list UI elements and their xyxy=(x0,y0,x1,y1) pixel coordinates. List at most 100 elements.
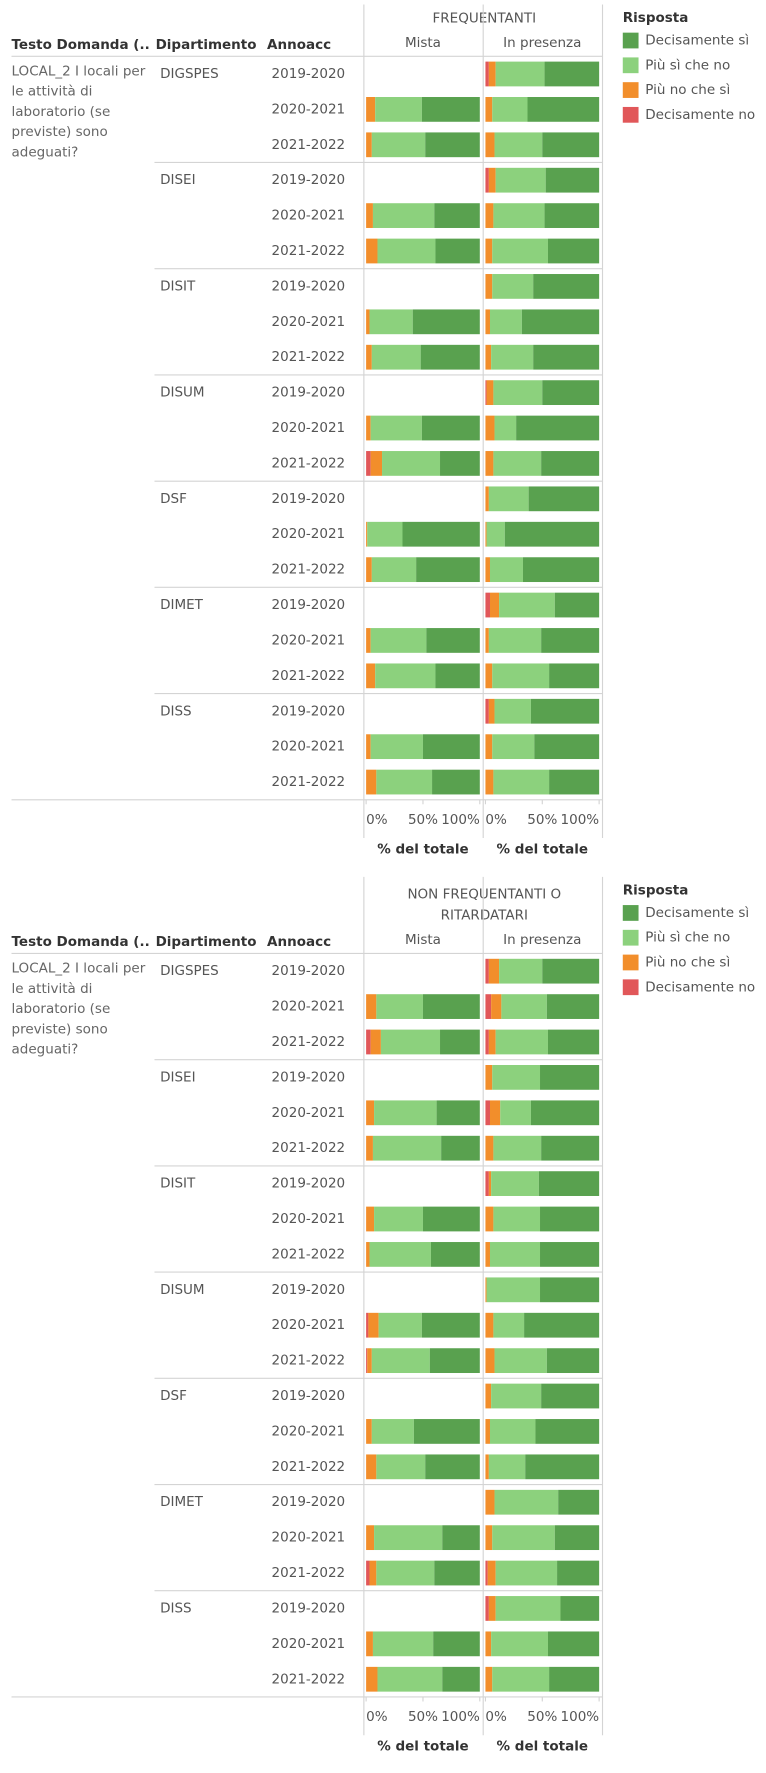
bar-segment xyxy=(485,734,493,760)
bar-segment xyxy=(541,1135,600,1161)
x-tick-label: 100% xyxy=(561,812,600,828)
bar-segment xyxy=(558,1489,600,1515)
bar-segment xyxy=(422,1206,480,1232)
bar-segment xyxy=(504,521,600,547)
bar-segment xyxy=(486,380,494,406)
year-label: 2020-2021 xyxy=(272,526,346,542)
bar-segment xyxy=(366,238,378,264)
bar-segment xyxy=(426,628,480,653)
bar-segment xyxy=(485,958,489,984)
year-label: 2019-2020 xyxy=(272,1494,346,1510)
year-label: 2020-2021 xyxy=(272,314,346,330)
bar-segment xyxy=(542,132,600,158)
bar-segment xyxy=(376,994,423,1019)
bar-segment xyxy=(485,309,490,335)
bar-segment xyxy=(413,1419,480,1444)
bar-segment xyxy=(366,1525,375,1551)
bar-segment xyxy=(485,521,487,547)
bar-segment xyxy=(547,1631,600,1657)
bar-segment xyxy=(366,1348,368,1374)
bar-segment xyxy=(485,1277,487,1303)
bar-segment xyxy=(485,698,489,724)
legend-title: Risposta xyxy=(623,882,689,898)
column-header: Testo Domanda (.. xyxy=(12,37,150,53)
year-label: 2020-2021 xyxy=(272,739,346,755)
department-label: DISUM xyxy=(160,1282,204,1298)
bar-segment xyxy=(485,557,490,583)
bar-segment xyxy=(366,415,371,441)
bar-segment xyxy=(485,132,495,158)
panel-header: Mista xyxy=(405,35,441,51)
bar-segment xyxy=(366,628,371,653)
bar-segment xyxy=(371,1348,430,1374)
bar-segment xyxy=(369,1560,377,1586)
year-label: 2019-2020 xyxy=(272,963,346,979)
bar-segment xyxy=(485,628,489,653)
year-label: 2021-2022 xyxy=(272,1459,346,1475)
bar-segment xyxy=(366,203,373,228)
bar-segment xyxy=(521,309,600,335)
x-tick-label: 50% xyxy=(527,1709,557,1725)
department-label: DISUM xyxy=(160,385,204,401)
bar-segment xyxy=(493,203,545,228)
year-label: 2021-2022 xyxy=(272,774,346,790)
bar-segment xyxy=(533,274,600,299)
bar-segment xyxy=(489,309,522,335)
bar-segment xyxy=(367,1348,372,1374)
bar-segment xyxy=(493,1135,542,1161)
bar-segment xyxy=(416,557,480,583)
bar-segment xyxy=(488,698,495,724)
bar-segment xyxy=(366,1454,377,1480)
year-label: 2020-2021 xyxy=(272,1530,346,1546)
panel-header: In presenza xyxy=(503,932,581,948)
bar-segment xyxy=(495,1596,561,1621)
year-label: 2020-2021 xyxy=(272,101,346,117)
bar-segment xyxy=(485,415,495,441)
x-tick-label: 50% xyxy=(527,812,557,828)
bar-segment xyxy=(366,1100,375,1126)
bar-segment xyxy=(488,1596,496,1621)
bar-segment xyxy=(493,1312,525,1338)
year-label: 2019-2020 xyxy=(272,703,346,719)
year-label: 2021-2022 xyxy=(272,1034,346,1050)
x-tick-label: 0% xyxy=(485,1709,507,1725)
bar-segment xyxy=(371,1419,414,1444)
column-header: Annoacc xyxy=(267,37,331,53)
bar-segment xyxy=(370,451,383,476)
department-label: DIGSPES xyxy=(160,66,219,82)
x-axis-title: % del totale xyxy=(377,1738,468,1754)
bar-segment xyxy=(493,769,550,795)
bar-segment xyxy=(441,1135,480,1161)
legend-swatch xyxy=(622,57,639,74)
legend-swatch xyxy=(622,106,639,123)
bar-segment xyxy=(366,521,368,547)
bar-segment xyxy=(485,1242,490,1267)
bar-segment xyxy=(491,994,502,1019)
bar-segment xyxy=(375,663,436,689)
bar-segment xyxy=(370,415,422,441)
bar-segment xyxy=(485,61,489,87)
bar-segment xyxy=(485,1596,489,1621)
bar-segment xyxy=(370,734,423,760)
year-label: 2020-2021 xyxy=(272,420,346,436)
year-label: 2019-2020 xyxy=(272,597,346,613)
legend-swatch xyxy=(622,32,639,49)
bar-segment xyxy=(486,1277,541,1303)
bar-segment xyxy=(371,132,426,158)
bar-segment xyxy=(534,734,600,760)
bar-segment xyxy=(491,1171,539,1196)
bar-segment xyxy=(485,1171,489,1196)
bar-segment xyxy=(489,592,500,618)
bar-segment xyxy=(530,698,600,724)
bar-segment xyxy=(522,557,600,583)
bar-segment xyxy=(493,380,543,406)
bar-segment xyxy=(494,1348,547,1374)
bar-segment xyxy=(542,380,600,406)
bar-segment xyxy=(366,769,377,795)
bar-segment xyxy=(485,1348,495,1374)
year-label: 2020-2021 xyxy=(272,208,346,224)
bar-segment xyxy=(376,1560,435,1586)
bar-segment xyxy=(489,1419,536,1444)
bar-segment xyxy=(402,521,480,547)
